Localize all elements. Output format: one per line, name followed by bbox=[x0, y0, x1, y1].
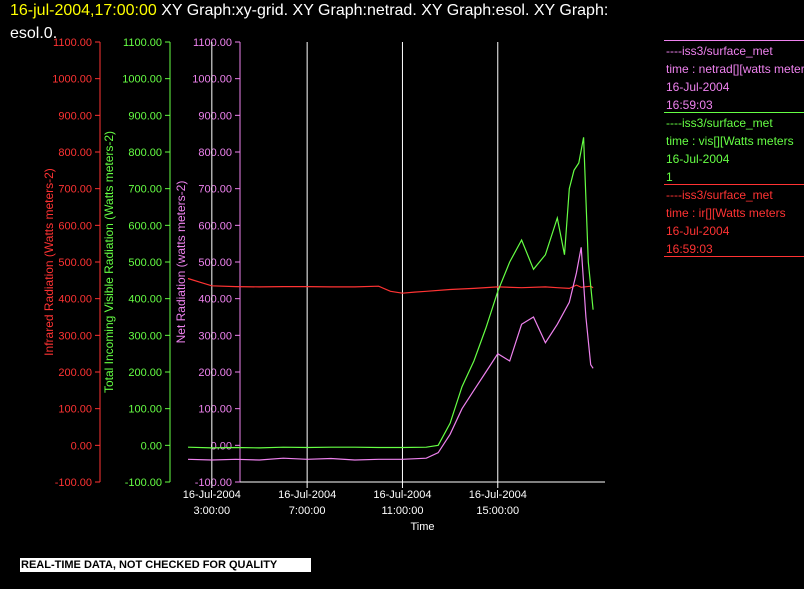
y-tick-label-net: 800.00 bbox=[198, 147, 232, 159]
y-tick-label-vis: 900.00 bbox=[128, 110, 162, 122]
y-tick-label-vis: 1100.00 bbox=[123, 37, 162, 49]
y-tick-label-ir: 800.00 bbox=[58, 147, 92, 159]
y-tick-label-net: 200.00 bbox=[198, 367, 232, 379]
header-line-2: esol.0. bbox=[10, 25, 58, 42]
legend-separator bbox=[664, 112, 804, 113]
legend-entry-line: ----iss3/surface_met bbox=[666, 188, 773, 202]
header-line-1: 16-jul-2004,17:00:00 XY Graph:xy-grid. X… bbox=[10, 2, 608, 20]
legend-separator bbox=[664, 40, 804, 41]
legend-separator bbox=[664, 256, 804, 257]
y-tick-label-vis: 100.00 bbox=[128, 404, 162, 416]
quality-disclaimer: REAL-TIME DATA, NOT CHECKED FOR QUALITY bbox=[20, 558, 311, 572]
y-tick-label-net: 0.00 bbox=[211, 440, 232, 452]
y-tick-label-net: 600.00 bbox=[198, 220, 232, 232]
y-axis-label-net: Net Radiation (watts meters-2) bbox=[174, 181, 188, 344]
y-tick-label-net: 400.00 bbox=[198, 294, 232, 306]
y-tick-label-vis: 700.00 bbox=[128, 184, 162, 196]
y-tick-label-ir: -100.00 bbox=[55, 477, 92, 489]
y-tick-label-vis: 0.00 bbox=[141, 440, 162, 452]
x-tick-label-time: 3:00:00 bbox=[193, 505, 230, 517]
legend-entry-line: 16-Jul-2004 bbox=[666, 224, 730, 238]
y-tick-label-vis: -100.00 bbox=[125, 477, 162, 489]
x-tick-label-date: 16-Jul-2004 bbox=[278, 489, 336, 501]
x-tick-label-date: 16-Jul-2004 bbox=[373, 489, 431, 501]
x-tick-label-time: 7:00:00 bbox=[289, 505, 326, 517]
y-tick-label-net: 500.00 bbox=[198, 257, 232, 269]
y-tick-label-ir: 0.00 bbox=[71, 440, 92, 452]
y-tick-label-net: 900.00 bbox=[198, 110, 232, 122]
series-line-net bbox=[187, 247, 594, 461]
y-tick-label-ir: 300.00 bbox=[58, 330, 92, 342]
y-tick-label-vis: 600.00 bbox=[128, 220, 162, 232]
x-tick-label-time: 15:00:00 bbox=[476, 505, 519, 517]
y-tick-label-net: -100.00 bbox=[195, 477, 232, 489]
legend-entry-line: 16:59:03 bbox=[666, 242, 713, 256]
y-tick-label-ir: 700.00 bbox=[58, 184, 92, 196]
header-graph-list: XY Graph:xy-grid. XY Graph:netrad. XY Gr… bbox=[161, 2, 609, 19]
y-tick-label-ir: 900.00 bbox=[58, 110, 92, 122]
y-tick-label-vis: 1000.00 bbox=[122, 74, 162, 86]
y-tick-label-ir: 600.00 bbox=[58, 220, 92, 232]
x-tick-label-date: 16-Jul-2004 bbox=[183, 489, 241, 501]
series-line-vis bbox=[187, 137, 594, 449]
y-tick-label-vis: 400.00 bbox=[128, 294, 162, 306]
y-tick-label-vis: 500.00 bbox=[128, 257, 162, 269]
y-tick-label-vis: 200.00 bbox=[128, 367, 162, 379]
y-tick-label-net: 700.00 bbox=[198, 184, 232, 196]
x-axis-label: Time bbox=[410, 521, 434, 533]
legend-separator bbox=[664, 184, 804, 185]
y-tick-label-ir: 100.00 bbox=[58, 404, 92, 416]
legend-entry-line: ----iss3/surface_met bbox=[666, 116, 773, 130]
legend-entry-line: time : netrad[][watts meters bbox=[666, 62, 804, 76]
legend-entry-line: 16:59:03 bbox=[666, 98, 713, 112]
legend-entry-line: time : ir[][Watts meters bbox=[666, 206, 786, 220]
x-tick-label-time: 11:00:00 bbox=[381, 505, 423, 517]
y-axis-label-ir: Infrared Radiation (Watts meters-2) bbox=[42, 168, 56, 356]
y-tick-label-vis: 300.00 bbox=[128, 330, 162, 342]
y-axis-label-vis: Total Incoming Visible Radiation (Watts … bbox=[102, 131, 116, 393]
y-tick-label-ir: 200.00 bbox=[58, 367, 92, 379]
y-tick-label-ir: 400.00 bbox=[58, 294, 92, 306]
legend-entry-line: 16-Jul-2004 bbox=[666, 152, 730, 166]
legend-entry-line: ----iss3/surface_met bbox=[666, 44, 773, 58]
x-tick-label-date: 16-Jul-2004 bbox=[469, 489, 527, 501]
legend-entry-line: time : vis[][Watts meters bbox=[666, 134, 794, 148]
y-tick-label-net: 300.00 bbox=[198, 330, 232, 342]
legend-entry-line: 1 bbox=[666, 170, 673, 184]
header-datetime: 16-jul-2004,17:00:00 bbox=[10, 2, 157, 19]
y-tick-label-net: 1100.00 bbox=[193, 37, 232, 49]
y-tick-label-ir: 1000.00 bbox=[52, 74, 92, 86]
series-line-ir bbox=[187, 277, 594, 294]
y-tick-label-ir: 1100.00 bbox=[53, 37, 92, 49]
y-tick-label-ir: 500.00 bbox=[58, 257, 92, 269]
y-tick-label-net: 100.00 bbox=[198, 404, 232, 416]
legend-entry-line: 16-Jul-2004 bbox=[666, 80, 730, 94]
y-tick-label-vis: 800.00 bbox=[128, 147, 162, 159]
